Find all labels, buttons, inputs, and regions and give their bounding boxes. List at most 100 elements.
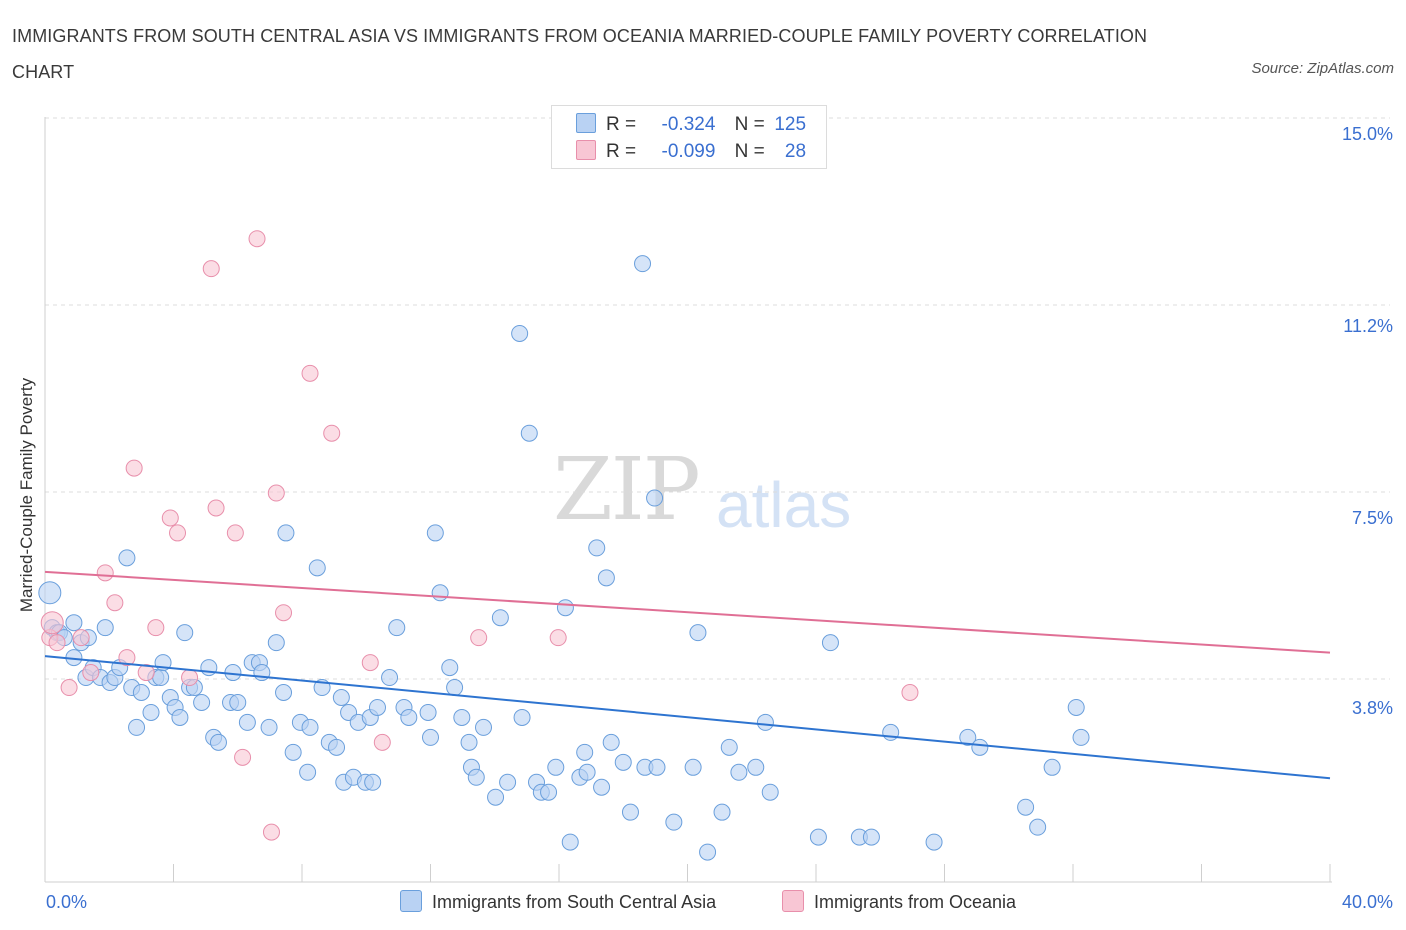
point-south-central-asia [576,743,594,761]
point-south-central-asia [301,718,319,736]
point-oceania [82,664,100,682]
point-south-central-asia [689,624,707,642]
point-south-central-asia [540,783,558,801]
point-south-central-asia [467,768,485,786]
point-oceania [169,524,187,542]
point-south-central-asia [561,833,579,851]
legend-n-value: 125 [774,114,807,135]
point-south-central-asia [520,424,538,442]
point-south-central-asia [193,693,211,711]
point-south-central-asia [578,763,596,781]
point-south-central-asia [648,758,666,776]
point-south-central-asia [499,773,517,791]
point-south-central-asia [684,758,702,776]
legend-r-value: -0.324 [661,114,716,135]
legend-swatch-pink [576,140,596,160]
series-legend-label: Immigrants from Oceania [814,892,1017,912]
point-oceania [161,509,179,527]
point-oceania [137,664,155,682]
point-south-central-asia [491,609,509,627]
legend-row-south-central-asia: R = -0.324 N = 125 [576,113,806,137]
point-south-central-asia [267,634,285,652]
point-south-central-asia [260,718,278,736]
point-south-central-asia [176,624,194,642]
legend-n-label: N = [734,114,765,135]
watermark-atlas: atlas [716,469,852,541]
point-south-central-asia [761,783,779,801]
point-oceania [549,629,567,647]
point-south-central-asia [152,669,170,687]
source-label: Source: ZipAtlas.com [1251,60,1394,77]
point-oceania [901,684,919,702]
point-south-central-asia [209,733,227,751]
legend-r-value: -0.099 [661,141,716,162]
point-south-central-asia [400,708,418,726]
point-oceania [226,524,244,542]
point-south-central-asia [229,693,247,711]
point-oceania [361,654,379,672]
point-south-central-asia [809,828,827,846]
point-oceania [248,230,266,248]
point-south-central-asia [332,688,350,706]
legend-swatch-blue [576,113,596,133]
point-oceania [470,629,488,647]
point-south-central-asia [621,803,639,821]
point-oceania [301,364,319,382]
point-south-central-asia [475,718,493,736]
point-south-central-asia [665,813,683,831]
point-oceania [267,484,285,502]
point-south-central-asia [862,828,880,846]
point-south-central-asia [419,703,437,721]
point-south-central-asia [275,684,293,702]
point-south-central-asia [713,803,731,821]
point-south-central-asia [38,581,62,605]
point-south-central-asia [730,763,748,781]
series-legend: Immigrants from South Central Asia Immig… [0,888,1406,916]
y-tick-label: 3.8% [1352,698,1393,718]
point-south-central-asia [1029,818,1047,836]
point-south-central-asia [756,713,774,731]
point-south-central-asia [614,753,632,771]
point-oceania [125,459,143,477]
point-south-central-asia [308,559,326,577]
point-south-central-asia [593,778,611,796]
series-legend-label: Immigrants from South Central Asia [432,892,717,912]
trend-line-south-central-asia [44,655,1331,780]
point-south-central-asia [1067,698,1085,716]
point-south-central-asia [299,763,317,781]
point-oceania [60,679,78,697]
point-south-central-asia [238,713,256,731]
point-oceania [262,823,280,841]
watermark-zip: ZIP [553,440,701,540]
point-oceania [48,634,66,652]
series-swatch-blue [400,890,422,912]
point-oceania [234,748,252,766]
point-south-central-asia [381,669,399,687]
point-oceania [275,604,293,622]
point-south-central-asia [368,698,386,716]
point-south-central-asia [513,708,531,726]
series-swatch-pink [782,890,804,912]
point-south-central-asia [328,738,346,756]
point-south-central-asia [171,708,189,726]
point-south-central-asia [487,788,505,806]
point-oceania [202,260,220,278]
point-south-central-asia [65,614,83,632]
legend-n-value: 28 [784,141,807,162]
point-south-central-asia [132,684,150,702]
series-legend-item-south-central-asia: Immigrants from South Central Asia [400,888,716,916]
legend-r-label: R = [606,141,637,162]
y-tick-label: 15.0% [1342,124,1393,144]
point-oceania [207,499,225,517]
point-south-central-asia [426,524,444,542]
point-oceania [181,669,199,687]
point-south-central-asia [588,539,606,557]
x-tick-label: 40.0% [1342,892,1393,912]
point-south-central-asia [720,738,738,756]
chart-title: IMMIGRANTS FROM SOUTH CENTRAL ASIA VS IM… [12,26,1148,82]
point-south-central-asia [388,619,406,637]
point-south-central-asia [128,718,146,736]
legend-row-oceania: R = -0.099 N = 28 [576,140,806,164]
point-south-central-asia [142,703,160,721]
